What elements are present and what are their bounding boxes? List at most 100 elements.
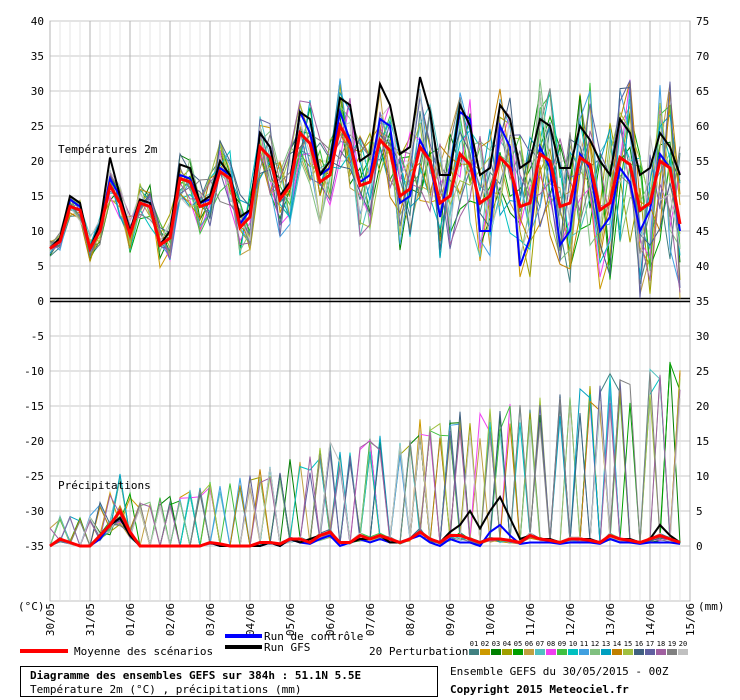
copyright: Copyright 2015 Meteociel.fr: [450, 683, 629, 696]
perturbation-legend-swatch: [480, 649, 490, 655]
right-tick-label: 40: [696, 260, 709, 273]
x-tick-label: 11/06: [524, 603, 537, 636]
right-tick-label: 55: [696, 155, 709, 168]
right-axis-unit: (mm): [698, 600, 725, 613]
x-tick-label: 07/06: [364, 603, 377, 636]
perturbation-legend-swatch: [678, 649, 688, 655]
right-tick-label: 60: [696, 120, 709, 133]
right-tick-label: 20: [696, 400, 709, 413]
perturbation-legend-number: 04: [503, 640, 511, 648]
perturbation-legend-swatch: [513, 649, 523, 655]
perturbation-legend-swatch: [557, 649, 567, 655]
x-tick-label: 02/06: [164, 603, 177, 636]
perturbation-legend-number: 03: [492, 640, 500, 648]
x-tick-label: 15/06: [684, 603, 697, 636]
left-tick-label: -20: [24, 435, 44, 448]
perturbation-legend-swatch: [502, 649, 512, 655]
left-axis-ticks: 40 35 30 25 20 15 10 5 0 -5 -10 -15 -20 -25 -30 -35: [24, 15, 44, 553]
perturbation-legend-number: 17: [646, 640, 654, 648]
perturbation-legend-number: 07: [536, 640, 544, 648]
perturbation-legend-swatch: [612, 649, 622, 655]
right-tick-label: 5: [696, 505, 703, 518]
x-tick-label: 13/06: [604, 603, 617, 636]
right-tick-label: 35: [696, 295, 709, 308]
left-tick-label: -5: [31, 330, 44, 343]
left-tick-label: 0: [37, 295, 44, 308]
x-tick-label: 05/06: [284, 603, 297, 636]
perturbation-legend-swatch: [579, 649, 589, 655]
left-tick-label: -10: [24, 365, 44, 378]
run-info: Ensemble GEFS du 30/05/2015 - 00Z: [450, 665, 669, 678]
right-tick-label: 30: [696, 330, 709, 343]
series-temp-line-0: [49, 121, 682, 253]
perturbation-temp-line: [49, 87, 681, 276]
x-axis-ticks: 30/05 31/05 01/06 02/06 03/06 04/06 05/06 06/06…: [44, 603, 697, 636]
right-tick-label: 0: [696, 540, 703, 553]
right-tick-label: 10: [696, 470, 709, 483]
left-tick-label: 20: [31, 155, 44, 168]
x-tick-label: 14/06: [644, 603, 657, 636]
x-tick-label: 10/06: [484, 603, 497, 636]
chart-subtitle: Température 2m (°C) , précipitations (mm…: [30, 683, 302, 696]
right-tick-label: 45: [696, 225, 709, 238]
perturbation-legend-number: 01: [470, 640, 478, 648]
legend-control-label: Run de contrôle: [264, 630, 363, 643]
left-tick-label: 15: [31, 190, 44, 203]
legend-perturbations-label: 20 Perturbations: [369, 645, 475, 658]
legend-gfs-label: Run GFS: [264, 641, 310, 654]
perturbation-legend-number: 11: [580, 640, 588, 648]
perturbation-legend-swatch: [535, 649, 545, 655]
perturbation-legend-swatch: [568, 649, 578, 655]
perturbation-legend-number: 19: [668, 640, 676, 648]
perturbation-legend-number: 05: [514, 640, 522, 648]
left-tick-label: 10: [31, 225, 44, 238]
right-tick-label: 25: [696, 365, 709, 378]
perturbation-legend-number: 09: [558, 640, 566, 648]
left-tick-label: 40: [31, 15, 44, 28]
left-tick-label: -30: [24, 505, 44, 518]
chart-title-box: Diagramme des ensembles GEFS sur 384h : …: [20, 666, 438, 697]
right-tick-label: 50: [696, 190, 709, 203]
perturbation-legend-number: 13: [602, 640, 610, 648]
perturbation-legend-swatch: [667, 649, 677, 655]
perturbation-legend: 01 02 03 04 05 06 07 08 09 10 11 12 13 14 15 16 17 18 19 20: [469, 640, 688, 655]
perturbation-legend-number: 06: [525, 640, 533, 648]
legend-mean-label: Moyenne des scénarios: [74, 645, 213, 658]
right-tick-label: 65: [696, 85, 709, 98]
x-tick-label: 31/05: [84, 603, 97, 636]
series-precip-line-0: [49, 508, 681, 548]
perturbation-legend-number: 02: [481, 640, 489, 648]
left-tick-label: 35: [31, 50, 44, 63]
precipitation-panel-label: Précipitations: [58, 479, 151, 492]
left-tick-label: -25: [24, 470, 44, 483]
chart-title: Diagramme des ensembles GEFS sur 384h : …: [30, 669, 362, 682]
perturbation-legend-number: 20: [679, 640, 687, 648]
perturbation-legend-swatch: [634, 649, 644, 655]
left-tick-label: -15: [24, 400, 44, 413]
right-tick-label: 15: [696, 435, 709, 448]
x-tick-label: 06/06: [324, 603, 337, 636]
left-tick-label: 30: [31, 85, 44, 98]
left-tick-label: -35: [24, 540, 44, 553]
perturbation-legend-number: 18: [657, 640, 665, 648]
x-tick-label: 04/06: [244, 603, 257, 636]
perturbation-legend-swatch: [645, 649, 655, 655]
perturbation-legend-number: 16: [635, 640, 643, 648]
perturbation-legend-swatch: [469, 649, 479, 655]
perturbation-legend-swatch: [590, 649, 600, 655]
temperature-panel-label: Températures 2m: [58, 143, 158, 156]
x-tick-label: 03/06: [204, 603, 217, 636]
perturbation-legend-number: 15: [624, 640, 632, 648]
perturbation-legend-swatch: [524, 649, 534, 655]
perturbation-legend-number: 14: [613, 640, 621, 648]
perturbation-legend-number: 08: [547, 640, 555, 648]
right-tick-label: 75: [696, 15, 709, 28]
main-run-lines: [49, 76, 682, 548]
left-axis-unit: (°C): [18, 600, 45, 613]
x-tick-label: 30/05: [44, 603, 57, 636]
perturbation-legend-number: 10: [569, 640, 577, 648]
left-tick-label: 25: [31, 120, 44, 133]
perturbation-legend-swatch: [623, 649, 633, 655]
